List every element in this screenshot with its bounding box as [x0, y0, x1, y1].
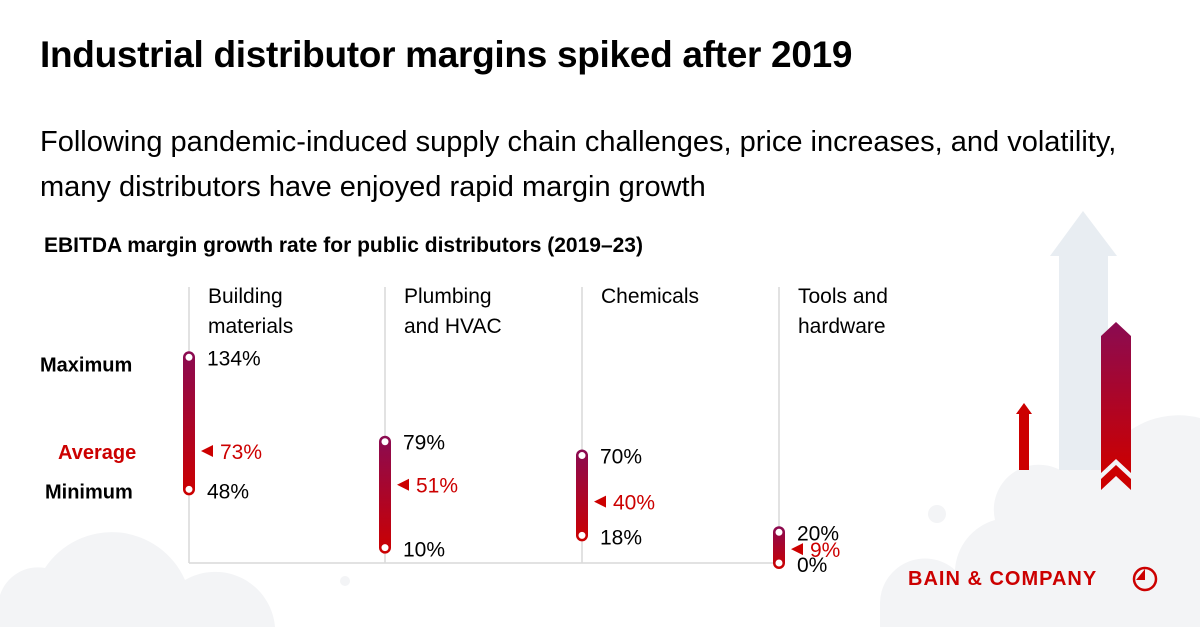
- average-label: 40%: [613, 492, 655, 515]
- chart-title: EBITDA margin growth rate for public dis…: [44, 234, 643, 257]
- purple-red-arrow-icon: [1101, 322, 1131, 473]
- max-label: 20%: [797, 522, 839, 545]
- min-label: 48%: [207, 480, 249, 503]
- average-label: 51%: [416, 475, 458, 498]
- chevron-icon: [1101, 465, 1131, 490]
- range-bar: [773, 526, 785, 569]
- max-marker: [185, 353, 193, 361]
- category-label: Building: [208, 285, 283, 308]
- cloud-shapes: [0, 415, 1200, 627]
- min-marker: [185, 485, 193, 493]
- category-label: and HVAC: [404, 315, 502, 338]
- small-red-arrow-icon: [1016, 403, 1032, 470]
- max-marker: [381, 438, 389, 446]
- min-marker: [381, 544, 389, 552]
- large-gray-arrow-icon: [1050, 211, 1117, 470]
- row-label-average: Average: [58, 442, 136, 464]
- range-bar: [379, 435, 391, 554]
- min-label: 18%: [600, 526, 642, 549]
- min-marker: [775, 559, 783, 567]
- max-marker: [775, 528, 783, 536]
- category-label: hardware: [798, 315, 886, 338]
- min-marker: [578, 531, 586, 539]
- page-title: Industrial distributor margins spiked af…: [40, 34, 853, 75]
- chart-area: Maximum Average Minimum Building materials 13…: [40, 285, 888, 577]
- max-marker: [578, 452, 586, 460]
- average-marker: [594, 495, 606, 508]
- category-label: Plumbing: [404, 285, 492, 308]
- range-bar: [576, 449, 588, 542]
- row-label-minimum: Minimum: [45, 481, 133, 503]
- bain-logo-icon: [1132, 566, 1158, 592]
- page-subtitle: Following pandemic-induced supply chain …: [40, 126, 1117, 203]
- average-label: 9%: [810, 539, 840, 562]
- max-label: 134%: [207, 347, 261, 370]
- min-label: 0%: [797, 554, 827, 577]
- max-label: 70%: [600, 446, 642, 469]
- average-marker: [397, 478, 409, 491]
- min-label: 10%: [403, 539, 445, 562]
- average-marker: [201, 444, 213, 457]
- category-label: Chemicals: [601, 285, 699, 308]
- row-label-maximum: Maximum: [40, 354, 132, 376]
- category-label: Tools and: [798, 285, 888, 308]
- average-marker: [791, 543, 803, 556]
- max-label: 79%: [403, 432, 445, 455]
- average-label: 73%: [220, 441, 262, 464]
- brand-name: BAIN & COMPANY: [908, 568, 1098, 590]
- category-label: materials: [208, 315, 293, 338]
- range-bar: [183, 351, 195, 496]
